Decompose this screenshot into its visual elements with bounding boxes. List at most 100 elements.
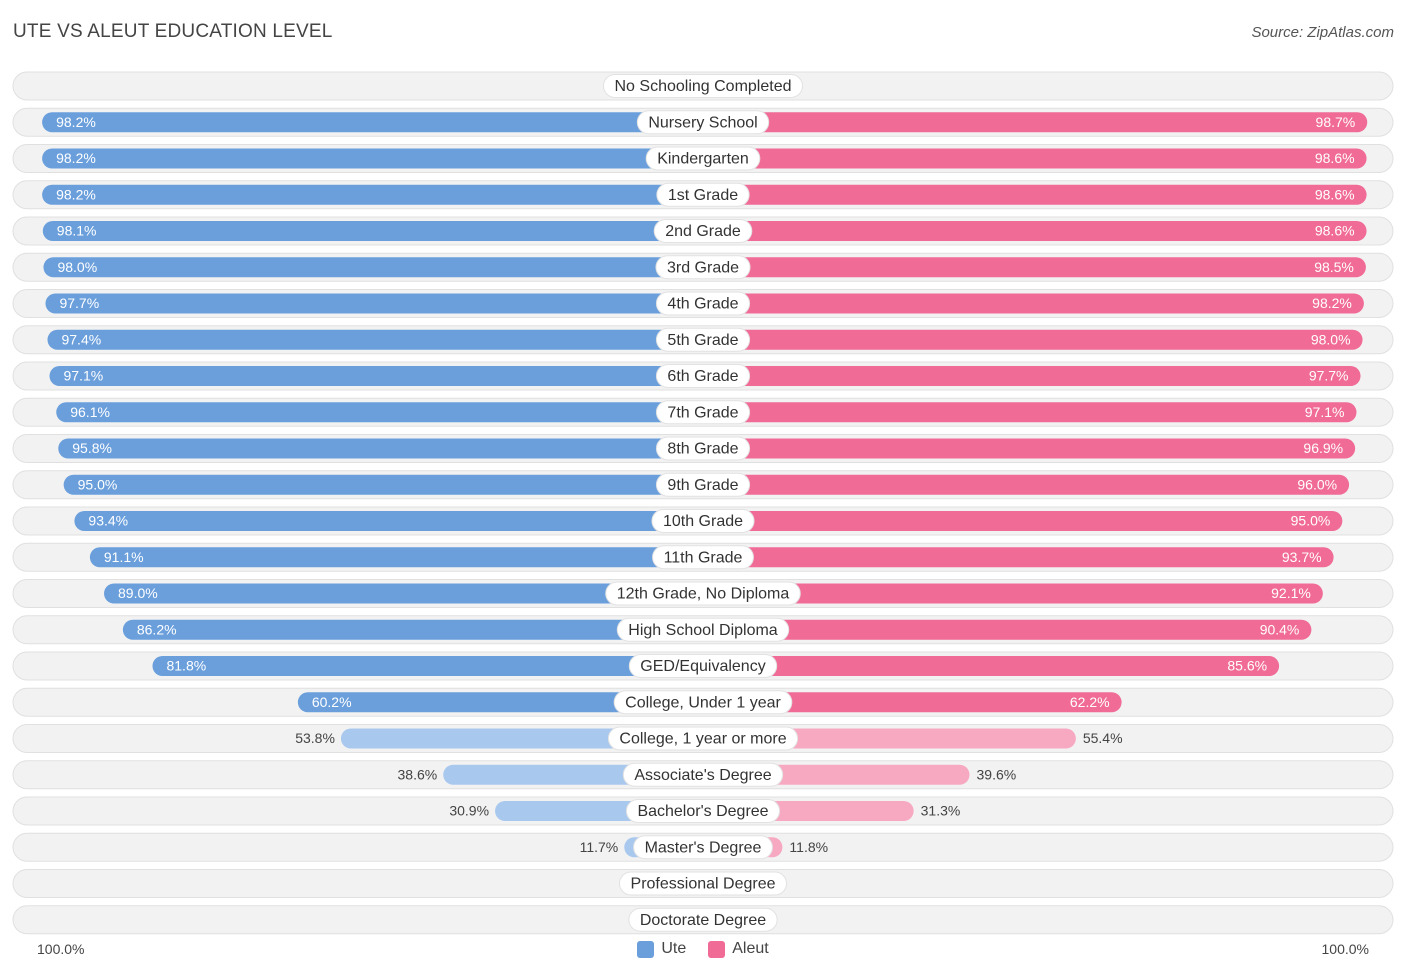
bar-aleut: [703, 511, 1343, 531]
value-label-aleut: 98.6%: [1315, 150, 1355, 166]
legend-label-aleut: Aleut: [732, 940, 769, 957]
bar-aleut: [703, 656, 1280, 676]
bar-ute: [42, 112, 703, 133]
value-label-aleut: 39.6%: [977, 766, 1017, 782]
bar-aleut: [703, 184, 1367, 205]
category-label: Professional Degree: [631, 876, 776, 893]
bar-ute: [122, 619, 703, 640]
value-label-ute: 60.2%: [312, 694, 352, 710]
category-label: Doctorate Degree: [640, 912, 766, 929]
category-label: 6th Grade: [667, 368, 738, 385]
category-label: 11th Grade: [664, 549, 743, 566]
category-pill: [633, 835, 773, 860]
value-label-aleut: 97.7%: [1309, 368, 1349, 384]
value-label-ute: 98.2%: [56, 150, 96, 166]
value-label-aleut: 98.6%: [1315, 223, 1355, 239]
value-label-ute: 93.4%: [88, 513, 128, 529]
category-label: GED/Equivalency: [640, 658, 765, 675]
bar-ute: [58, 438, 704, 459]
axis-right-label: 100.0%: [1321, 941, 1369, 957]
category-label: 3rd Grade: [667, 259, 739, 276]
category-label: 7th Grade: [667, 404, 738, 421]
bar-ute: [152, 656, 704, 676]
bar-ute: [89, 547, 704, 568]
value-label-aleut: 85.6%: [1227, 658, 1267, 674]
category-pill: [652, 545, 754, 570]
bar-ute: [43, 257, 703, 278]
bar-ute: [297, 692, 703, 713]
category-pill: [616, 617, 790, 642]
category-label: High School Diploma: [628, 622, 778, 639]
value-label-ute: 81.8%: [166, 658, 206, 674]
legend-swatch-aleut: [708, 940, 726, 958]
category-label: 4th Grade: [667, 296, 738, 313]
category-label: 1st Grade: [668, 187, 738, 204]
category-pill: [655, 472, 751, 497]
bar-aleut: [703, 221, 1367, 241]
legend-label-ute: Ute: [661, 940, 687, 957]
value-label-aleut: 96.0%: [1297, 476, 1337, 492]
bar-ute: [42, 221, 704, 241]
value-label-aleut: 98.7%: [1316, 114, 1356, 130]
category-pill: [607, 726, 799, 751]
bar-aleut: [703, 438, 1356, 459]
bar-aleut: [703, 366, 1361, 386]
legend-item-aleut[interactable]: Aleut: [708, 940, 769, 958]
category-pill: [628, 907, 778, 932]
category-pill: [651, 509, 755, 533]
bar-ute: [104, 583, 703, 604]
value-label-ute: 89.0%: [118, 585, 158, 601]
bar-aleut: [703, 293, 1364, 314]
legend: Ute Aleut: [0, 940, 1406, 958]
value-label-ute: 97.4%: [61, 331, 101, 347]
value-label-aleut: 55.4%: [1083, 730, 1123, 746]
value-label-aleut: 95.0%: [1291, 513, 1331, 529]
bar-aleut: [703, 329, 1363, 350]
category-pill: [636, 110, 770, 135]
category-label: 12th Grade, No Diploma: [617, 586, 790, 603]
category-pill: [625, 799, 781, 823]
value-label-aleut: 92.1%: [1271, 585, 1311, 601]
value-label-ute: 86.2%: [137, 621, 177, 637]
bar-aleut: [703, 547, 1334, 568]
value-label-ute: 97.7%: [59, 295, 99, 311]
bar-ute: [47, 329, 704, 350]
bar-aleut: [703, 112, 1368, 133]
value-label-ute: 98.2%: [56, 186, 96, 202]
bar-aleut: [703, 148, 1367, 169]
bar-aleut: [703, 474, 1350, 495]
value-label-ute: 95.0%: [78, 476, 118, 492]
category-label: 2nd Grade: [665, 223, 741, 240]
bar-ute: [74, 511, 704, 531]
category-pill: [655, 291, 751, 316]
value-label-ute: 95.8%: [72, 440, 112, 456]
bar-ute: [49, 366, 704, 386]
bar-ute: [42, 148, 703, 169]
legend-item-ute[interactable]: Ute: [637, 940, 686, 958]
category-label: College, Under 1 year: [625, 694, 781, 711]
value-label-aleut: 90.4%: [1260, 621, 1300, 637]
value-label-aleut: 31.3%: [921, 803, 961, 819]
bar-aleut: [703, 402, 1357, 423]
value-label-aleut: 97.1%: [1305, 404, 1345, 420]
category-label: Associate's Degree: [634, 767, 771, 784]
legend-swatch-ute: [637, 940, 655, 958]
value-label-aleut: 62.2%: [1070, 694, 1110, 710]
category-label: 9th Grade: [667, 477, 738, 494]
value-label-aleut: 93.7%: [1282, 549, 1322, 565]
value-label-ute: 96.1%: [70, 404, 110, 420]
bar-ute: [45, 293, 703, 314]
value-label-ute: 98.0%: [57, 259, 97, 275]
category-pill: [622, 762, 784, 787]
bar-aleut: [703, 583, 1323, 604]
category-pill: [655, 327, 751, 352]
bar-ute: [63, 474, 703, 495]
category-label: Kindergarten: [657, 151, 749, 168]
axis-left-label: 100.0%: [37, 941, 85, 957]
category-pill: [619, 871, 787, 896]
category-pill: [605, 581, 801, 606]
bar-ute: [42, 184, 703, 205]
category-pill: [655, 364, 751, 388]
value-label-aleut: 98.2%: [1312, 295, 1352, 311]
